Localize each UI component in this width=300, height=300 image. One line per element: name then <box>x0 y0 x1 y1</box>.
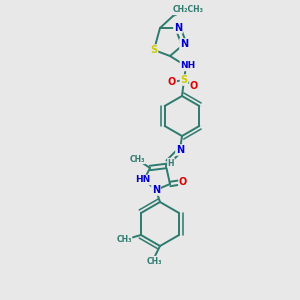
Text: N: N <box>176 145 184 155</box>
Text: N: N <box>152 185 160 195</box>
Text: NH: NH <box>180 61 196 70</box>
Text: S: S <box>180 75 188 85</box>
Text: N: N <box>174 23 182 33</box>
Text: HN: HN <box>135 176 151 184</box>
Text: CH₃: CH₃ <box>146 256 162 266</box>
Text: N: N <box>180 39 188 49</box>
Text: H: H <box>168 158 174 167</box>
Text: CH₂CH₃: CH₂CH₃ <box>172 5 203 14</box>
Text: O: O <box>179 177 187 187</box>
Text: CH₃: CH₃ <box>116 235 132 244</box>
Text: O: O <box>168 77 176 87</box>
Text: CH₃: CH₃ <box>129 154 145 164</box>
Text: O: O <box>190 81 198 91</box>
Text: S: S <box>150 45 158 55</box>
